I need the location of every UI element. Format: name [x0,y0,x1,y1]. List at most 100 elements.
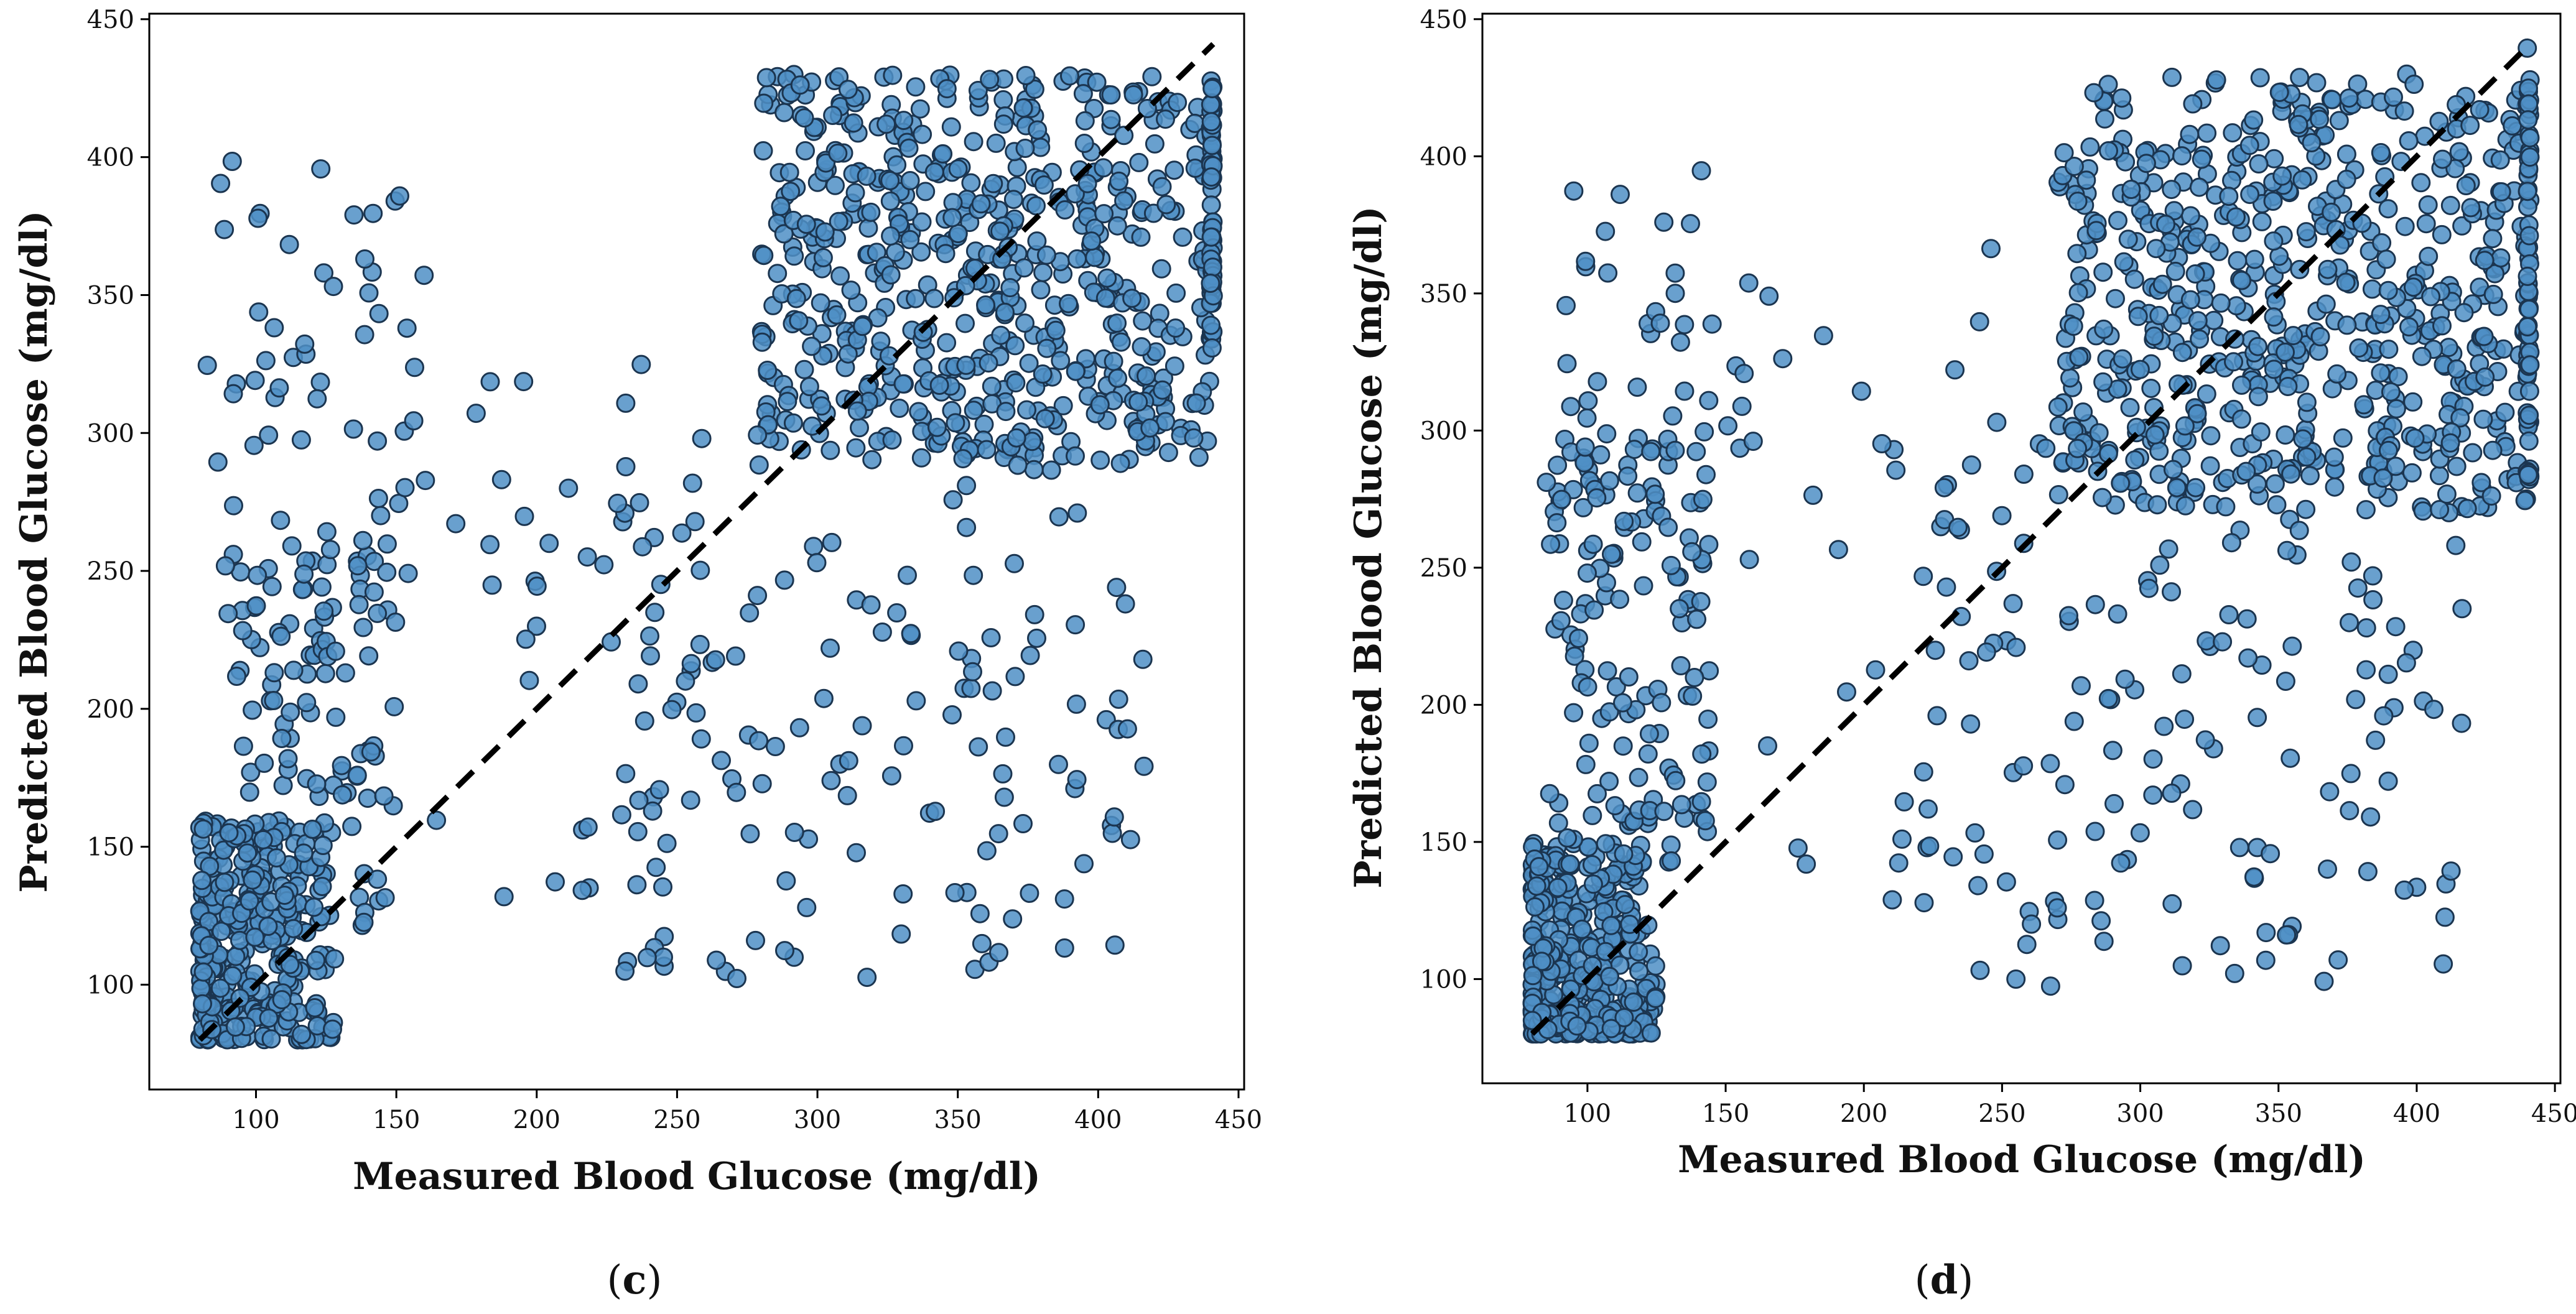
data-point [754,93,774,113]
data-point [2084,83,2104,103]
data-point [2330,235,2350,255]
data-point [359,646,379,666]
data-point [1020,645,1040,665]
x-tick-label: 200 [513,1106,560,1134]
data-point [1718,416,1738,436]
data-point [527,576,547,596]
data-point [657,833,677,853]
data-point [910,99,930,119]
data-point [2059,606,2078,626]
data-point [880,191,900,211]
data-point [279,234,299,254]
data-point [480,535,500,555]
data-point [1036,245,1056,265]
data-point [323,1019,342,1039]
data-point [414,266,434,285]
data-point [2429,111,2449,131]
data-point [245,927,265,947]
data-point [1104,807,1124,827]
data-point [643,801,663,821]
data-point [2404,75,2424,94]
data-point [326,707,346,727]
data-point [1553,590,1573,610]
data-point [1016,66,1036,85]
data-point [1541,534,1561,554]
data-point [2432,224,2452,244]
data-point [926,802,946,821]
data-point [707,950,727,970]
data-point [2180,206,2200,226]
data-point [1882,890,1902,910]
data-point [857,968,877,988]
data-point [377,534,397,554]
data-point [1579,733,1599,753]
data-point [2251,422,2271,442]
data-point [1918,799,1938,819]
data-point [2483,440,2503,460]
x-tick-label: 250 [1978,1099,2025,1128]
data-point [2167,478,2187,497]
data-point [264,663,284,683]
data-point [2440,195,2460,215]
data-point [248,565,267,585]
data-point [1934,478,1954,497]
data-point [2091,911,2111,931]
data-point [841,280,861,300]
data-point [1583,534,1603,554]
data-point [1599,772,1619,791]
data-point [2320,782,2340,802]
data-point [2341,764,2361,784]
data-point [753,141,773,160]
data-point [2143,749,2163,769]
data-point [861,202,881,222]
data-point [2399,317,2419,337]
data-point [1005,667,1025,687]
data-point [1152,177,1172,197]
data-point [1109,689,1128,709]
data-point [1094,158,1114,178]
data-point [1675,381,1695,401]
data-point [2358,862,2378,882]
data-point [956,275,975,295]
data-point [1693,489,1713,509]
data-point [1201,195,1221,215]
x-tick-label: 400 [2393,1099,2440,1128]
data-point [1090,395,1110,415]
data-point [2054,143,2074,163]
data-point [1624,992,1644,1012]
data-point [1564,703,1584,723]
data-point [1661,555,1681,575]
data-point [646,858,666,877]
data-point [749,455,769,475]
data-point [2322,90,2342,109]
data-point [1184,428,1204,448]
data-point [2112,88,2132,108]
data-point [390,186,409,206]
data-point [2120,397,2140,417]
data-point [2356,500,2376,520]
data-point [906,289,926,308]
data-point [1565,646,1584,666]
data-point [957,517,977,537]
data-point [2144,326,2164,346]
x-tick-label: 450 [2531,1099,2576,1128]
data-point [2175,496,2195,516]
data-point [983,174,1003,193]
data-point [405,358,424,377]
data-point [2394,101,2414,121]
data-point [2413,501,2433,521]
data-point [1686,442,1706,461]
data-point [948,224,968,244]
data-point [272,990,292,1010]
data-point [900,171,920,190]
data-point [1914,893,1934,913]
data-point [2337,144,2356,164]
data-point [2374,706,2394,726]
data-point [305,998,325,1017]
data-point [1548,455,1568,475]
data-point [2339,88,2359,108]
data-point [1583,805,1602,825]
data-point [2379,340,2399,359]
data-point [332,756,351,775]
data-point [838,80,858,99]
